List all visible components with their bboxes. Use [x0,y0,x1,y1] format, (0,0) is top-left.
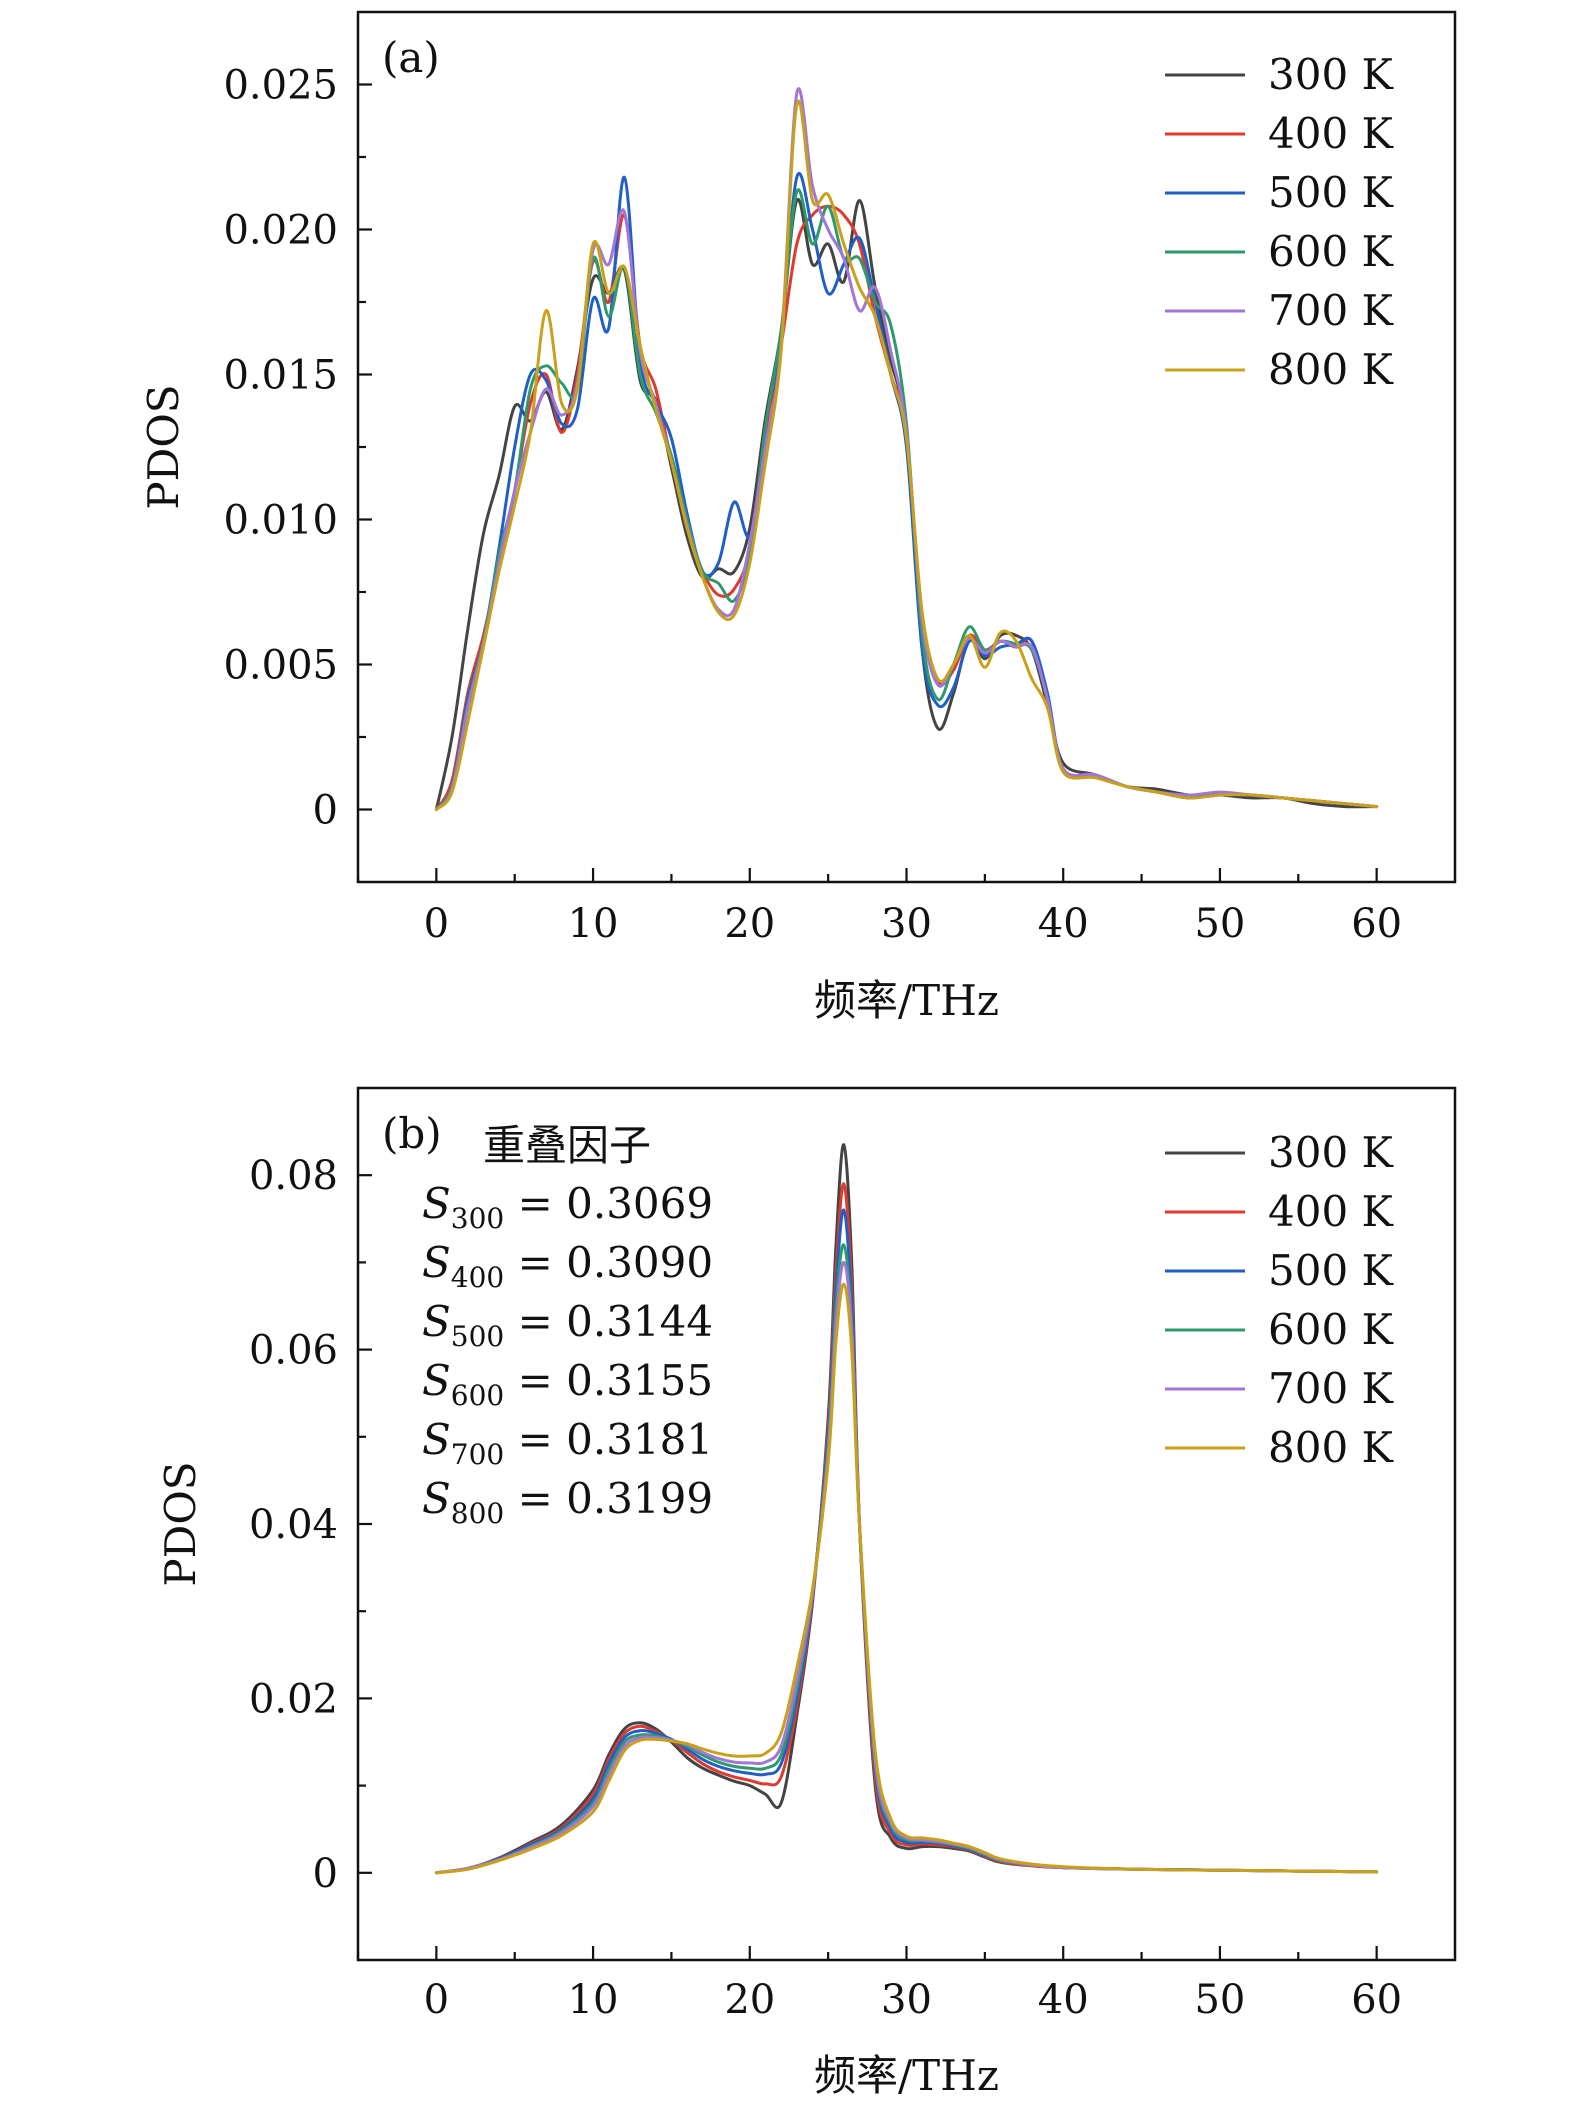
x-tick-label: 40 [1038,901,1089,947]
overlap-symbol: S [422,1297,451,1346]
overlap-equals: = [504,1179,566,1228]
overlap-factor-entry: S600 = 0.3155 [422,1356,713,1412]
overlap-equals: = [504,1297,566,1346]
overlap-subscript: 800 [451,1497,504,1530]
legend-label: 400 K [1268,109,1395,158]
x-tick-label: 20 [724,1977,775,2023]
overlap-symbol: S [422,1238,451,1287]
legend-label: 400 K [1268,1187,1395,1236]
x-tick-label: 40 [1038,1977,1089,2023]
x-tick-label: 60 [1351,1977,1402,2023]
legend-label: 800 K [1268,345,1395,394]
overlap-factor-entry: S300 = 0.3069 [422,1179,713,1235]
overlap-value: 0.3090 [566,1238,713,1287]
overlap-equals: = [504,1474,566,1523]
x-tick-label: 0 [424,901,449,947]
series-line-700k [434,87,1379,811]
panel-a: 0 10 20 30 40 50 60 0 0.005 0.010 0.015 0.020 0.025 频… [139,10,1457,1025]
x-axis-title: 频率/THz [814,976,999,1025]
series-line-800k [434,1282,1379,1875]
panel-label: (b) [382,1109,442,1158]
y-tick-label: 0.02 [249,1676,338,1722]
x-tick-label: 0 [424,1977,449,2023]
series-line-300k [434,197,1379,811]
legend-label: 500 K [1268,1246,1395,1295]
y-axis-title: PDOS [156,1461,205,1586]
x-tick-label: 30 [881,901,932,947]
y-axis-title: PDOS [139,384,188,509]
x-tick-label: 10 [568,1977,619,2023]
overlap-symbol: S [422,1356,451,1405]
y-tick-label: 0.010 [223,498,338,544]
overlap-subscript: 400 [451,1261,504,1294]
x-tick-label: 50 [1194,901,1245,947]
y-tick-label: 0.015 [223,353,338,399]
overlap-subscript: 300 [451,1202,504,1235]
x-tick-label: 10 [568,901,619,947]
overlap-symbol: S [422,1415,451,1464]
overlap-symbol: S [422,1474,451,1523]
series-line-400k [434,204,1379,811]
legend-label: 700 K [1268,1364,1395,1413]
overlap-value: 0.3199 [566,1474,713,1523]
legend-label: 300 K [1268,50,1395,99]
x-tick-label: 20 [724,901,775,947]
x-tick-label: 50 [1194,1977,1245,2023]
y-tick-label: 0 [313,1851,338,1897]
x-axis-title: 频率/THz [814,2051,999,2100]
series-line-800k [434,99,1379,811]
overlap-subscript: 600 [451,1379,504,1412]
series-line-700k [434,1260,1379,1875]
series-line-600k [434,188,1379,811]
legend-label: 600 K [1268,227,1395,276]
overlap-subscript: 700 [451,1438,504,1471]
overlap-symbol: S [422,1179,451,1228]
y-tick-label: 0.06 [249,1328,338,1374]
x-tick-label: 30 [881,1977,932,2023]
overlap-value: 0.3144 [566,1297,713,1346]
y-tick-label: 0 [313,788,338,834]
legend-label: 800 K [1268,1423,1395,1472]
overlap-equals: = [504,1415,566,1464]
y-tick-label: 0.08 [249,1153,338,1199]
y-tick-label: 0.025 [223,63,338,109]
panel-b: 0 10 20 30 40 50 6000.020.040.060.08频率/THzPDOS… [156,1086,1457,2100]
y-tick-label: 0.04 [249,1502,338,1548]
overlap-value: 0.3069 [566,1179,713,1228]
y-tick-label: 0.005 [223,643,338,689]
overlap-equals: = [504,1238,566,1287]
legend-label: 700 K [1268,286,1395,335]
overlap-factor-entry: S500 = 0.3144 [422,1297,713,1353]
series-line-400k [434,1182,1379,1875]
overlap-factor-title: 重叠因子 [483,1121,651,1170]
y-tick-label: 0.020 [223,208,338,254]
legend-label: 300 K [1268,1128,1395,1177]
overlap-value: 0.3181 [566,1415,713,1464]
overlap-equals: = [504,1356,566,1405]
x-tick-label: 60 [1351,901,1402,947]
overlap-factor-entry: S400 = 0.3090 [422,1238,713,1294]
overlap-subscript: 500 [451,1320,504,1353]
overlap-factor-entry: S700 = 0.3181 [422,1415,713,1471]
legend-label: 600 K [1268,1305,1395,1354]
overlap-factor-entry: S800 = 0.3199 [422,1474,713,1530]
overlap-value: 0.3155 [566,1356,713,1405]
legend-label: 500 K [1268,168,1395,217]
panel-label: (a) [382,33,440,82]
series-line-500k [434,172,1379,811]
